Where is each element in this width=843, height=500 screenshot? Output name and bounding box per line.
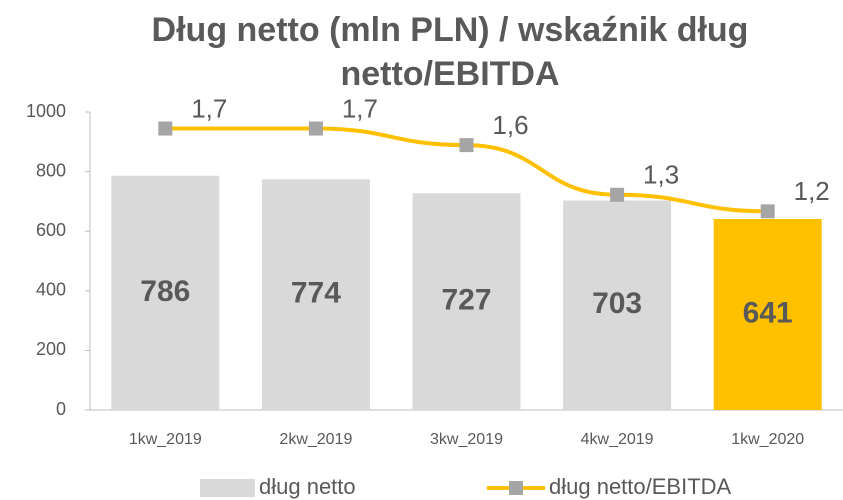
chart-title: Dług netto (mln PLN) / wskaźnik dług net… xyxy=(151,11,749,93)
bar-value-label: 703 xyxy=(592,287,642,320)
line-marker xyxy=(760,204,775,219)
legend-label: dług netto/EBITDA xyxy=(549,474,732,499)
line-marker xyxy=(308,121,323,136)
y-tick-label: 0 xyxy=(56,399,66,419)
line-value-label: 1,2 xyxy=(794,176,830,206)
y-tick-label: 400 xyxy=(36,280,66,300)
line-value-label: 1,7 xyxy=(342,93,378,123)
y-tick-label: 200 xyxy=(36,339,66,359)
x-tick-label: 1kw_2019 xyxy=(129,431,202,448)
y-tick-label: 600 xyxy=(36,220,66,240)
x-tick-label: 1kw_2020 xyxy=(731,431,804,448)
x-tick-label: 2kw_2019 xyxy=(279,431,352,448)
y-tick-label: 1000 xyxy=(26,101,66,121)
line-marker xyxy=(610,187,625,202)
line-value-label: 1,7 xyxy=(191,93,227,123)
legend-label: dług netto xyxy=(259,474,356,499)
bar-value-label: 774 xyxy=(291,277,341,310)
bar xyxy=(111,175,220,410)
legend-marker xyxy=(509,481,523,495)
y-tick-label: 800 xyxy=(36,160,66,180)
line-value-label: 1,6 xyxy=(492,110,528,140)
bar xyxy=(261,179,370,410)
legend-swatch xyxy=(200,479,255,497)
bar xyxy=(713,218,822,410)
line-marker xyxy=(158,121,173,136)
line-marker xyxy=(459,138,474,153)
bar-value-label: 786 xyxy=(140,275,190,308)
bar xyxy=(563,200,672,410)
bar-value-label: 641 xyxy=(743,296,793,329)
x-tick-label: 3kw_2019 xyxy=(430,431,503,448)
bar xyxy=(412,193,521,410)
bar-value-label: 727 xyxy=(441,284,491,317)
x-tick-label: 4kw_2019 xyxy=(581,431,654,448)
line-value-label: 1,3 xyxy=(643,160,679,190)
